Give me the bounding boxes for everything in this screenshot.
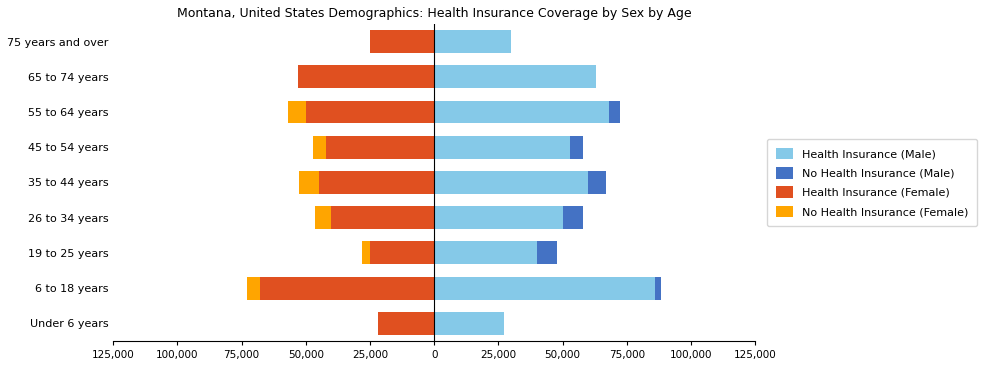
- Bar: [377, 312, 434, 335]
- Bar: [362, 241, 370, 264]
- Bar: [260, 277, 434, 299]
- Bar: [288, 101, 305, 123]
- Bar: [562, 206, 583, 229]
- Bar: [370, 241, 434, 264]
- Bar: [332, 206, 434, 229]
- Bar: [370, 30, 434, 53]
- Bar: [326, 136, 434, 159]
- Bar: [537, 241, 558, 264]
- Bar: [315, 206, 332, 229]
- Bar: [609, 101, 621, 123]
- Bar: [434, 101, 609, 123]
- Bar: [298, 65, 434, 88]
- Legend: Health Insurance (Male), No Health Insurance (Male), Health Insurance (Female), : Health Insurance (Male), No Health Insur…: [767, 139, 977, 226]
- Bar: [434, 312, 503, 335]
- Bar: [588, 171, 606, 194]
- Bar: [318, 171, 434, 194]
- Bar: [246, 277, 260, 299]
- Bar: [434, 206, 562, 229]
- Bar: [570, 136, 583, 159]
- Bar: [313, 136, 326, 159]
- Bar: [299, 171, 318, 194]
- Bar: [434, 136, 570, 159]
- Bar: [655, 277, 662, 299]
- Bar: [434, 241, 537, 264]
- Bar: [434, 277, 655, 299]
- Bar: [434, 30, 511, 53]
- Bar: [305, 101, 434, 123]
- Bar: [434, 65, 596, 88]
- Title: Montana, United States Demographics: Health Insurance Coverage by Sex by Age: Montana, United States Demographics: Hea…: [177, 7, 691, 20]
- Bar: [434, 171, 588, 194]
